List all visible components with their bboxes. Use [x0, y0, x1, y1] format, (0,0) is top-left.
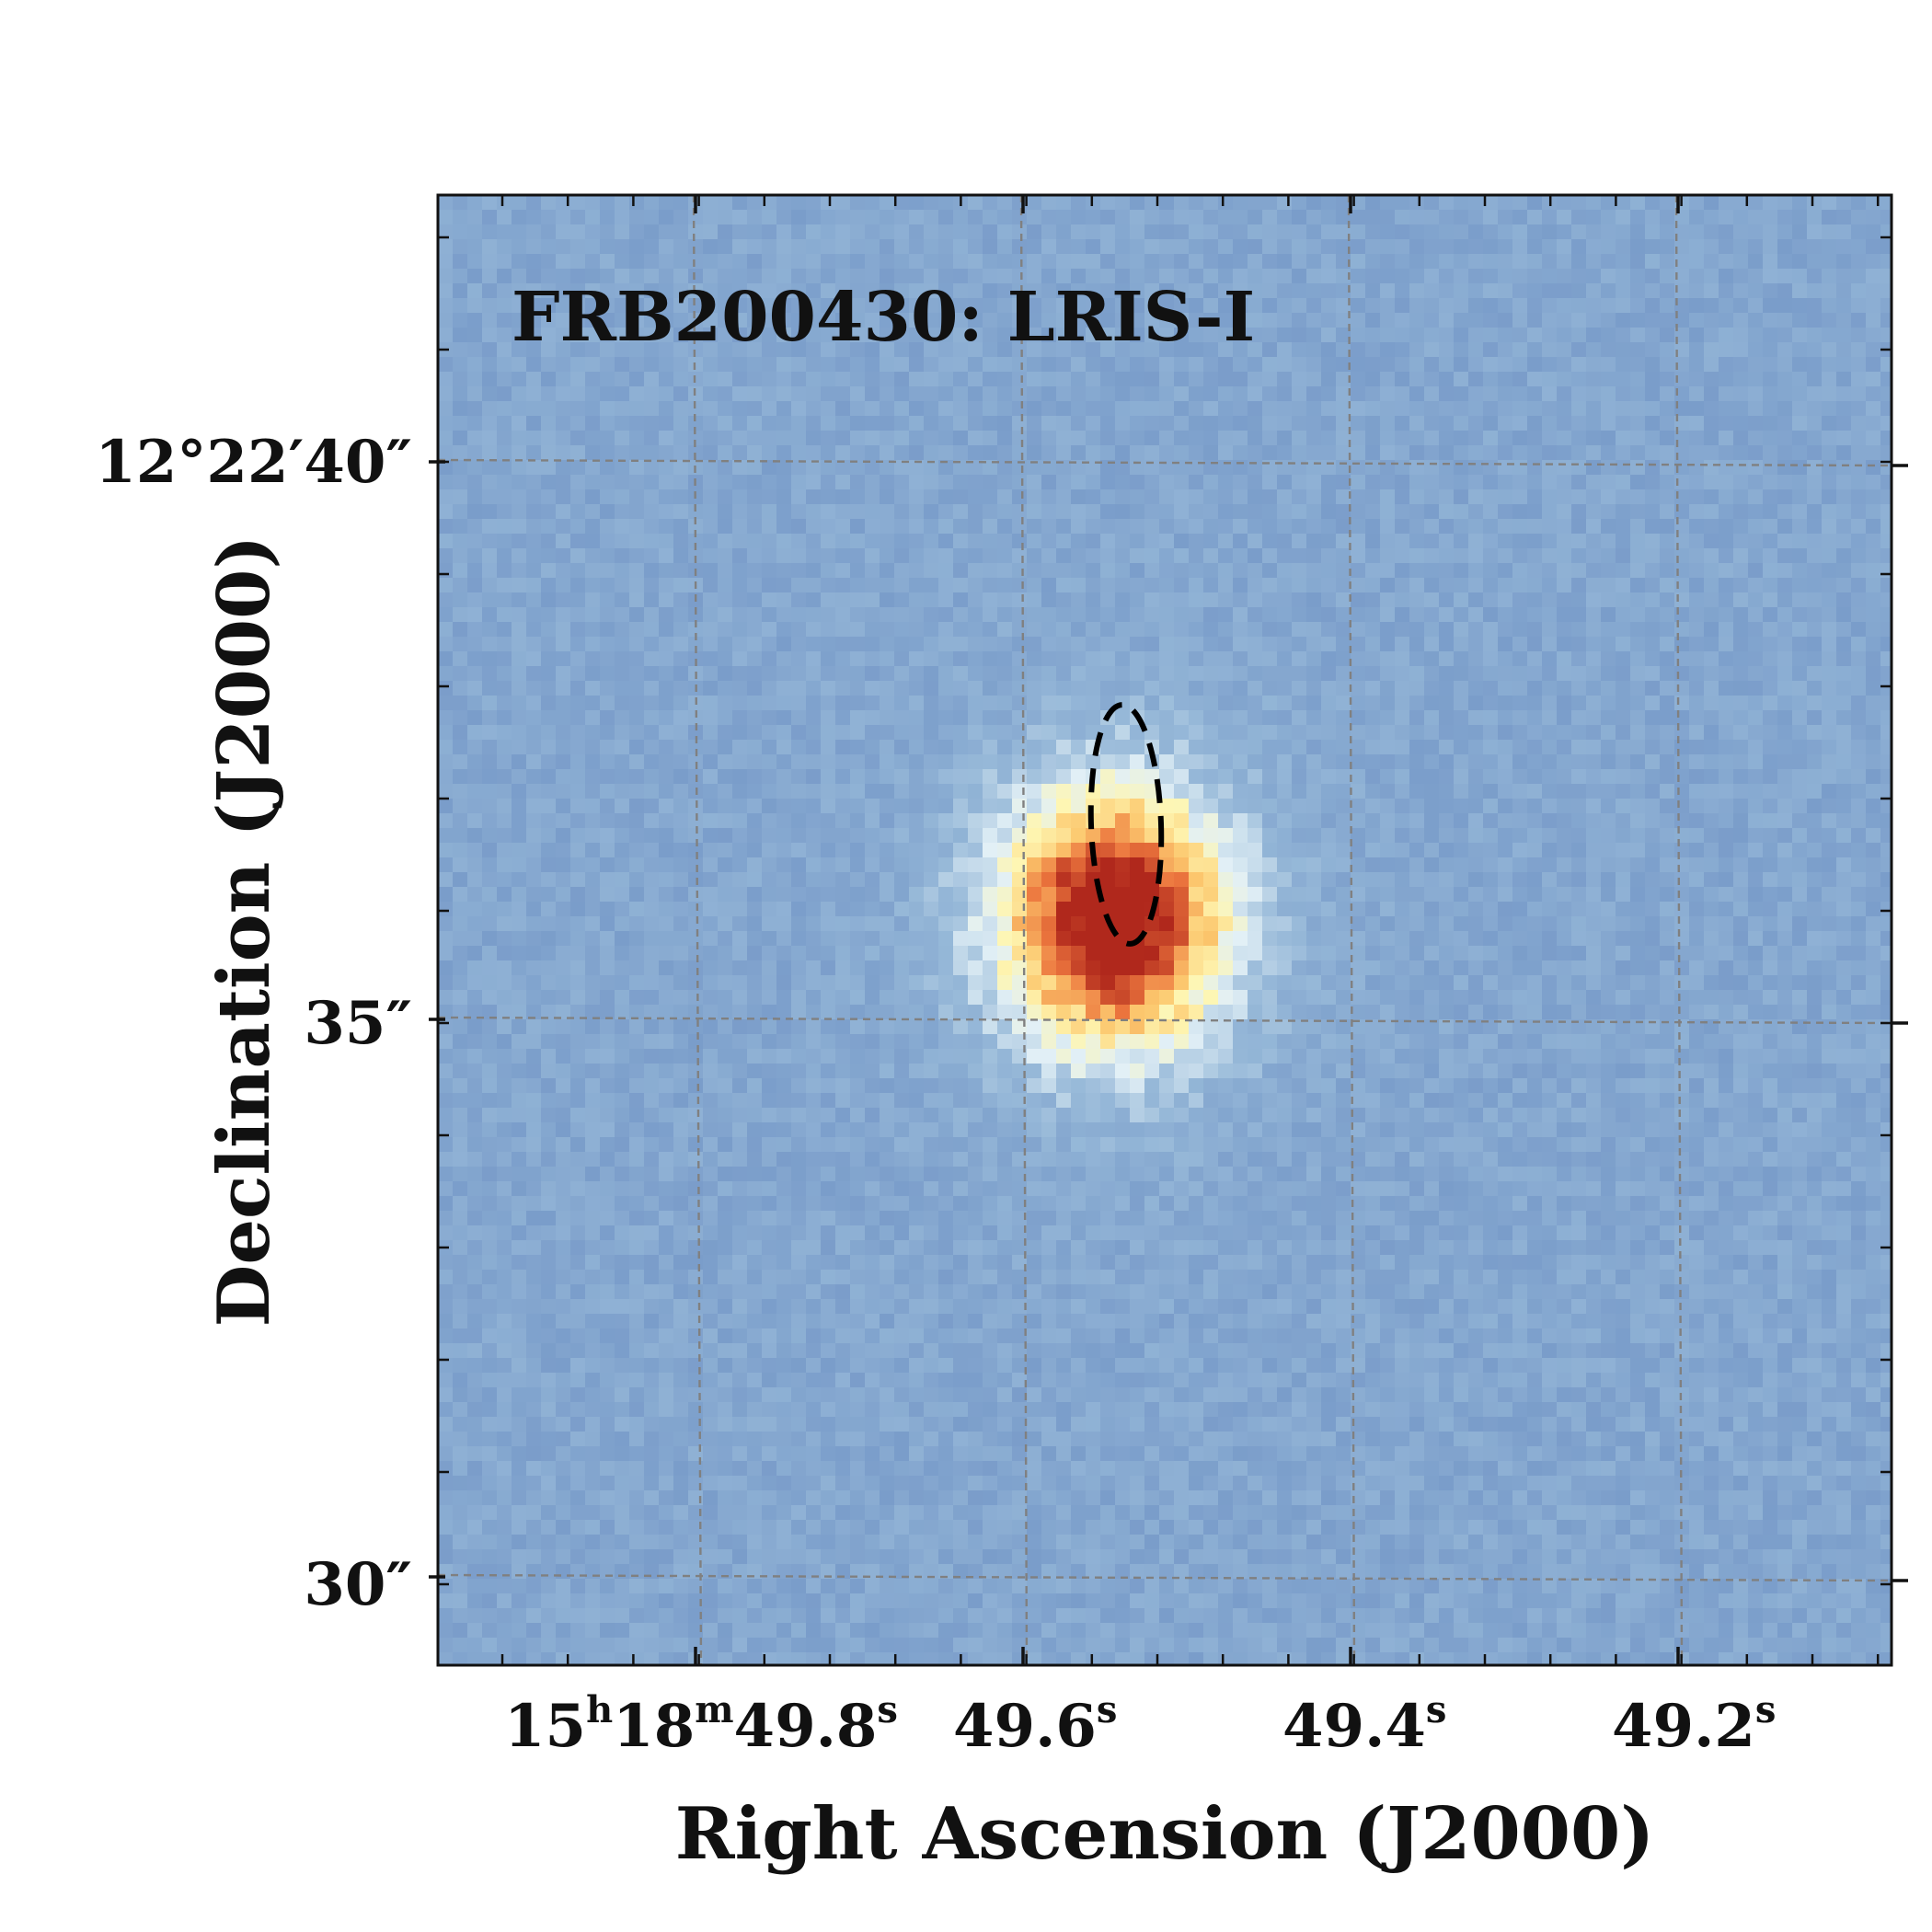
y-tick-label-1: 35″ — [304, 989, 412, 1058]
x-tick-label-0: 15h18m49.8s — [504, 1688, 898, 1761]
axis-ticks — [429, 195, 1908, 1665]
y-tick-label-2: 30″ — [304, 1550, 412, 1619]
grid-line-ra-2 — [1347, 195, 1356, 1665]
grid-line-ra-0 — [692, 195, 703, 1665]
grid-line-ra-1 — [1019, 195, 1029, 1665]
x-tick-label-1: 49.6s — [953, 1688, 1117, 1761]
plot-frame — [436, 193, 1893, 1667]
x-tick-label-2: 49.4s — [1282, 1688, 1446, 1761]
grid-line-dec-1 — [438, 1016, 1892, 1025]
y-tick-label-0: 12°22′40″ — [95, 428, 412, 497]
localization-ellipse — [1087, 702, 1165, 947]
y-axis-title: Declination (J2000) — [202, 535, 286, 1328]
image-pixels — [438, 195, 1892, 1665]
panel-title: FRB200430: LRIS-I — [512, 278, 1255, 357]
x-axis-title: Right Ascension (J2000) — [675, 1792, 1654, 1876]
grid-line-dec-2 — [438, 1573, 1892, 1582]
x-tick-label-3: 49.2s — [1612, 1688, 1776, 1761]
grid-line-dec-0 — [438, 458, 1892, 467]
grid-line-ra-3 — [1674, 195, 1684, 1665]
coordinate-grid — [438, 195, 1892, 1665]
